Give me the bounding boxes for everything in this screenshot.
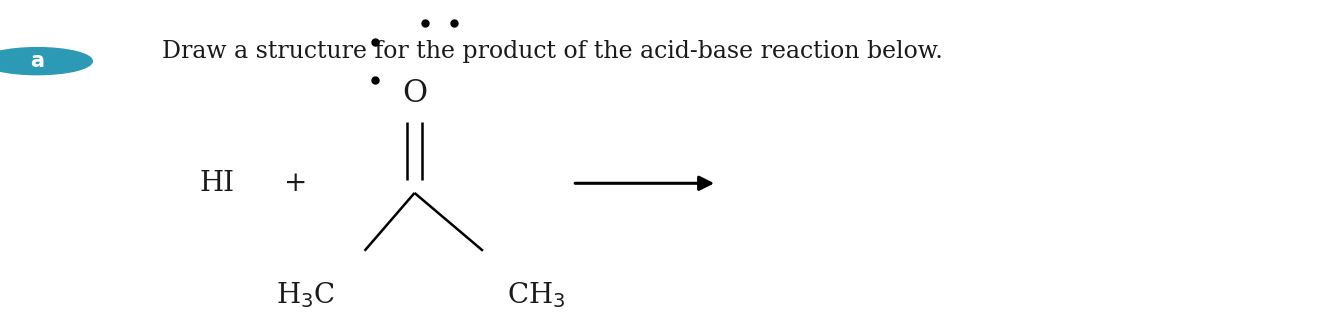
Text: +: + (285, 170, 307, 197)
Text: a: a (30, 51, 44, 71)
Text: O: O (403, 78, 427, 109)
Text: CH$_3$: CH$_3$ (506, 280, 565, 310)
Text: Draw a structure for the product of the acid-base reaction below.: Draw a structure for the product of the … (162, 40, 943, 63)
Text: H$_3$C: H$_3$C (276, 280, 336, 310)
Circle shape (0, 48, 93, 75)
Text: HI: HI (200, 170, 235, 197)
